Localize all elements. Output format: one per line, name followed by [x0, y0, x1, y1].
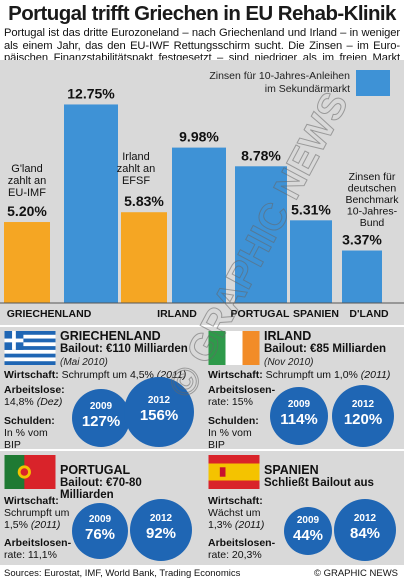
page-title: Portugal trifft Griechen in EU Rehab-Kli…: [8, 2, 396, 25]
spain-flag-icon: [208, 455, 260, 489]
economy-text: Wirtschaft: Schrumpft um 1,5% (2011): [4, 495, 70, 531]
debt-circle-2009: 2009 44%: [284, 507, 332, 555]
bar-value-label: 5.31%: [291, 201, 331, 217]
bailout-text: Bailout: €110 Milliarden: [60, 343, 188, 355]
bar-note: Bund: [360, 217, 385, 229]
debt-text: Schulden: In % vom BIP: [208, 415, 259, 451]
watermark-text: © GRAPHIC NEWS: [161, 86, 357, 404]
legend-swatch: [356, 70, 390, 96]
debt-circle-2009: 2009 127%: [72, 389, 130, 447]
bailout-text: Bailout: €70-80 Milliarden: [60, 477, 142, 501]
category-label: D'LAND: [349, 308, 389, 320]
bar-note: deutschen: [348, 183, 397, 195]
country-panel-ireland: IRLAND Bailout: €85 Milliarden (Nov 2010…: [204, 327, 402, 451]
intro-line: als einem Jahr, das den EU-IWF Rettungss…: [4, 39, 400, 52]
bar-note: 10-Jahres-: [347, 206, 398, 218]
country-panel-portugal: PORTUGAL Bailout: €70-80 Milliarden Wirt…: [0, 451, 198, 565]
category-label: IRLAND: [157, 308, 197, 320]
debt-circle-2009: 2009 114%: [270, 387, 328, 445]
bar-blue: [235, 166, 287, 303]
unemployment-text: Arbeitslose: 14,8% (Dez): [4, 384, 65, 408]
bar-value-label: 9.98%: [179, 129, 219, 145]
debt-text: Schulden: In % vom BIP: [4, 415, 55, 451]
country-name: SPANIEN: [264, 463, 319, 477]
category-label: GRIECHENLAND: [7, 308, 92, 320]
debt-circle-2009: 2009 76%: [72, 503, 128, 559]
country-panel-greece: GRIECHENLAND Bailout: €110 Milliarden (M…: [0, 327, 198, 451]
bar-blue: [342, 250, 382, 303]
category-label: SPANIEN: [293, 308, 339, 320]
unemployment-text: Arbeitslosen- rate: 20,3%: [208, 537, 276, 561]
bar-blue: [290, 220, 332, 303]
bar-note: EFSF: [122, 175, 150, 187]
debt-circle-2012: 2012 120%: [332, 385, 394, 447]
bar-note: Zinsen für: [349, 171, 396, 183]
bailout-date: (Mai 2010): [60, 357, 108, 368]
intro-line: Portugal ist das dritte Eurozoneland – n…: [4, 27, 400, 39]
bar-orange: [121, 212, 167, 303]
unemployment-text: Arbeitslosen- rate: 15%: [208, 384, 276, 408]
country-name: PORTUGAL: [60, 463, 131, 477]
footer-copyright: © GRAPHIC NEWS: [313, 568, 398, 579]
bar-note: zahlt an: [8, 175, 47, 187]
unemployment-text: Arbeitslosen- rate: 11,1%: [4, 537, 72, 561]
bar-note: zahlt an: [117, 163, 156, 175]
bar-blue: [172, 147, 226, 303]
economy-text: Wirtschaft: Schrumpft um 4,5% (2011): [4, 369, 187, 381]
bar-value-label: 12.75%: [67, 85, 115, 101]
bailout-text: Schließt Bailout aus: [264, 477, 374, 489]
chart-legend: Zinsen für 10-Jahres-Anleihen im Sekundä…: [196, 70, 396, 100]
bailout-text: Bailout: €85 Milliarden: [264, 343, 387, 355]
panel-row-bottom: [0, 451, 404, 565]
country-name: IRLAND: [264, 329, 312, 343]
bar-blue: [64, 104, 118, 303]
bar-note: G'land: [11, 163, 42, 175]
bar-value-label: 5.83%: [124, 193, 164, 209]
bailout-date: (Nov 2010): [264, 357, 314, 368]
economy-text: Wirtschaft: Wächst um 1,3% (2011): [208, 495, 265, 531]
country-panel-spain: SPANIEN Schließt Bailout aus Wirtschaft:…: [204, 451, 402, 565]
ireland-flag-icon: [208, 331, 260, 365]
legend-label: Zinsen für 10-Jahres-Anleihen im Sekundä…: [209, 70, 350, 95]
bar-note: EU-IMF: [8, 187, 46, 199]
country-name: GRIECHENLAND: [60, 329, 161, 343]
debt-circle-2012: 2012 92%: [130, 499, 192, 561]
bar-value-label: 3.37%: [342, 232, 382, 248]
bar-value-label: 5.20%: [7, 203, 47, 219]
debt-circle-2012: 2012 156%: [124, 377, 194, 447]
bar-orange: [4, 222, 50, 303]
category-label: PORTUGAL: [231, 308, 291, 320]
debt-circle-2012: 2012 84%: [334, 499, 396, 561]
bar-note: Benchmark: [345, 194, 399, 206]
economy-text: Wirtschaft: Schrumpft um 1,0% (2011): [208, 369, 391, 381]
bar-chart: 5.20% 5.83% 12.75% 9.98% 8.78% 5.31% 3.37% G'la…: [0, 85, 404, 320]
bar-value-label: 8.78%: [241, 147, 281, 163]
greece-flag-icon: [4, 331, 56, 365]
bar-note: Irland: [122, 151, 150, 163]
portugal-flag-icon: [4, 455, 56, 489]
footer-sources: Sources: Eurostat, IMF, World Bank, Trad…: [4, 568, 241, 579]
